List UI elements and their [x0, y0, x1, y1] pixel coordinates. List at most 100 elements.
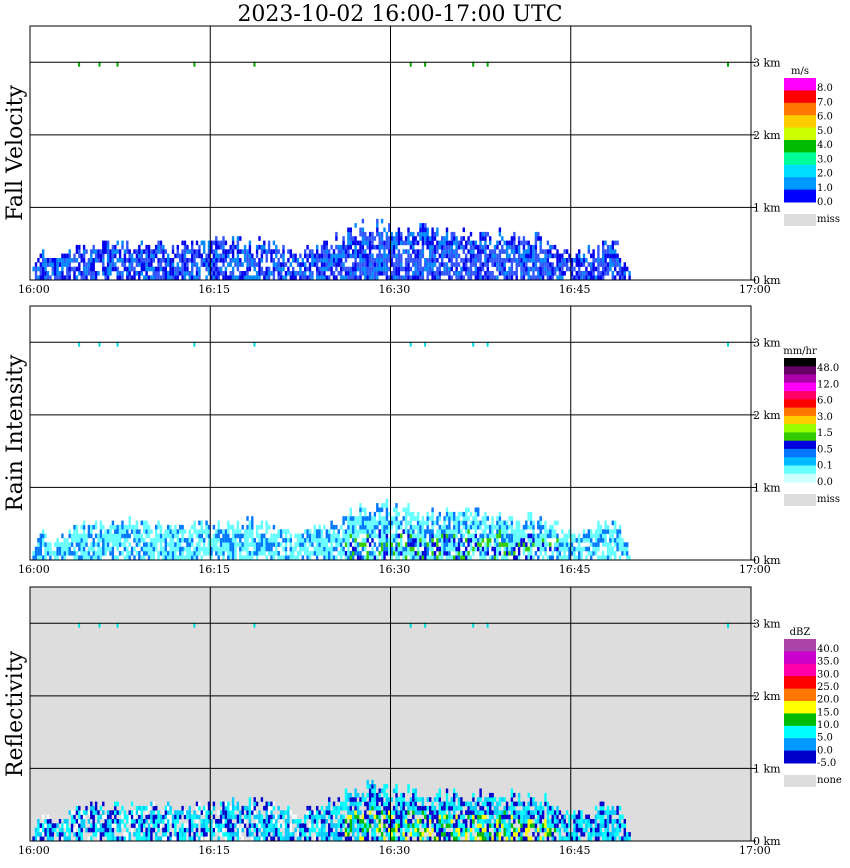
echo-cell: [416, 836, 420, 841]
echo-cell: [68, 832, 71, 837]
echo-cell: [582, 533, 586, 539]
echo-cell: [277, 249, 280, 254]
echo-cell: [537, 546, 540, 552]
echo-cell: [106, 275, 110, 280]
echo-cell: [330, 244, 333, 250]
echo-cell: [491, 529, 494, 534]
echo-cell: [243, 258, 247, 263]
echo-cell: [453, 249, 456, 254]
echo-cell: [450, 244, 453, 250]
echo-cell: [68, 810, 71, 815]
echo-cell: [253, 801, 256, 807]
echo-cell: [241, 533, 244, 539]
echo-cell: [407, 784, 410, 789]
echo-cell: [236, 249, 240, 254]
echo-cell: [376, 546, 379, 552]
echo-cell: [553, 253, 557, 259]
echo-cell: [380, 507, 384, 513]
echo-cell: [397, 253, 401, 259]
echo-cell: [200, 533, 203, 539]
echo-cell: [563, 262, 566, 267]
echo-cell: [469, 524, 473, 530]
echo-cell: [443, 516, 446, 521]
echo-cell: [265, 538, 268, 543]
echo-cell: [594, 275, 598, 280]
echo-cell: [145, 524, 148, 530]
echo-cell: [205, 533, 208, 539]
echo-cell: [515, 275, 518, 280]
echo-cell: [445, 524, 449, 530]
echo-cell: [116, 823, 119, 828]
echo-cell: [573, 555, 576, 560]
echo-cell: [609, 258, 612, 263]
echo-cell: [416, 275, 420, 280]
echo-cell: [496, 832, 499, 837]
echo-cell: [443, 266, 446, 272]
echo-cell: [364, 275, 367, 280]
echo-cell: [561, 819, 564, 824]
echo-cell: [207, 832, 211, 837]
echo-cell: [222, 805, 225, 811]
echo-cell: [527, 827, 530, 833]
echo-cell: [44, 555, 47, 560]
echo-cell: [361, 529, 365, 534]
echo-cell: [388, 542, 391, 547]
echo-cell: [349, 520, 352, 526]
echo-cell: [481, 533, 485, 539]
echo-cell: [551, 832, 554, 837]
echo-cell: [135, 538, 139, 543]
echo-cell: [231, 266, 235, 272]
echo-cell: [255, 551, 259, 556]
echo-cell: [469, 827, 473, 833]
echo-cell: [443, 814, 446, 820]
echo-cell: [58, 819, 62, 824]
echo-cell: [481, 249, 485, 254]
echo-cell: [246, 555, 249, 560]
echo-cell: [207, 819, 211, 824]
echo-cell: [330, 538, 333, 543]
echo-cell: [183, 244, 187, 250]
echo-cell: [397, 266, 401, 272]
echo-cell: [164, 827, 167, 833]
echo-cell: [68, 258, 71, 263]
echo-cell: [296, 551, 300, 556]
echo-cell: [421, 836, 425, 841]
echo-cell: [479, 231, 482, 237]
echo-cell: [227, 520, 230, 526]
echo-cell: [616, 533, 619, 539]
echo-cell: [219, 253, 223, 259]
echo-cell: [66, 271, 69, 276]
echo-cell: [49, 546, 52, 552]
echo-cell: [575, 262, 578, 267]
echo-cell: [126, 271, 129, 276]
echo-cell: [409, 555, 413, 560]
echo-cell: [340, 551, 343, 556]
echo-cell: [90, 533, 93, 539]
echo-cell: [87, 262, 91, 267]
panel-fall-velocity: 16:00 16:15 16:30 16:45 17:000 km1 km2 km3 k…: [3, 25, 840, 296]
echo-cell: [522, 542, 526, 547]
echo-cell: [465, 832, 468, 837]
echo-cell: [438, 240, 441, 246]
echo-cell: [205, 805, 208, 811]
echo-cell: [498, 827, 502, 833]
echo-cell: [121, 244, 124, 250]
echo-cell: [359, 253, 362, 259]
echo-cell: [270, 823, 273, 828]
echo-cell: [474, 266, 477, 272]
echo-cell: [510, 542, 514, 547]
echo-cell: [361, 836, 365, 841]
echo-cell: [453, 823, 456, 828]
echo-cell: [159, 823, 163, 828]
echo-cell: [460, 271, 463, 276]
echo-cell: [467, 814, 470, 820]
echo-cell: [388, 832, 391, 837]
echo-cell: [474, 538, 477, 543]
echo-cell: [222, 533, 225, 539]
echo-cell: [477, 266, 480, 272]
echo-cell: [210, 262, 213, 267]
echo-cell: [155, 253, 158, 259]
echo-cell: [80, 555, 83, 560]
echo-cell: [162, 249, 165, 254]
echo-cell: [328, 801, 331, 807]
